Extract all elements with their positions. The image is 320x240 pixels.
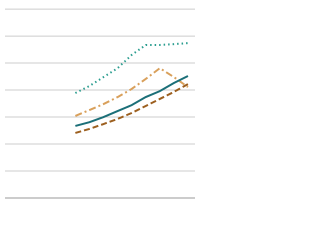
series-line	[75, 75, 189, 127]
series-line	[74, 66, 189, 117]
series-line	[75, 83, 189, 134]
page: {"chart_data": {"type": "line", "x": [1,…	[5, 8, 195, 199]
chart	[5, 8, 195, 199]
series-line	[74, 42, 189, 94]
